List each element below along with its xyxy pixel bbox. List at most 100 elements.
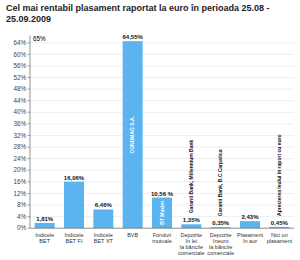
category-label: Depoziteîn leila băncilecomerciale	[178, 232, 205, 257]
tick-mark	[28, 54, 31, 55]
category-line: Indicele	[35, 232, 54, 238]
sublabel: Garanti Bank, B.C.Carpatica	[217, 149, 223, 216]
category-line: Depozite	[210, 232, 232, 238]
value-label: 1,81%	[36, 216, 54, 222]
grid-line	[30, 228, 294, 229]
value-label: 1,35%	[183, 217, 201, 223]
category-line: plasament	[267, 238, 293, 244]
tick-mark	[28, 205, 31, 206]
grid-line	[30, 158, 294, 159]
tick-label: 48%	[13, 85, 26, 92]
title-line: Cel mai rentabil plasament raportat la e…	[6, 3, 270, 13]
tick-label: 24%	[13, 155, 26, 162]
data-labels: 1,81% 16,06% 6,46% 64,55% CONDMAG S.A. 10,56 …	[36, 34, 288, 226]
category-label: Fondurimutuale	[152, 232, 172, 244]
bar	[152, 198, 172, 229]
category-line: BET	[39, 238, 50, 244]
category-line: BET XT	[94, 238, 114, 244]
value-label: 16,06%	[64, 175, 85, 181]
grid	[30, 43, 294, 228]
tick-label: 0%	[17, 224, 27, 231]
category-label: Plasamentîn aur	[237, 232, 263, 244]
value-label: 64,55%	[122, 34, 143, 40]
tick-mark	[28, 181, 31, 182]
category-line: Indicele	[94, 232, 113, 238]
category-label: IndiceleBET FI	[65, 232, 84, 244]
grid-line	[30, 42, 294, 43]
tick-mark	[28, 77, 31, 78]
tick-label: 8%	[17, 201, 27, 208]
grid-line	[30, 135, 294, 136]
bar	[240, 221, 260, 228]
tick-label: 40%	[13, 108, 26, 115]
category-line: BVB	[127, 232, 138, 238]
grid-line	[30, 100, 294, 101]
bar	[35, 223, 55, 228]
tick-label: 64%	[13, 39, 26, 46]
tick-label: 4%	[17, 213, 27, 220]
category-label: Depoziteîneurola băncilecomerciale	[207, 232, 234, 257]
category-line: Indicele	[65, 232, 84, 238]
category-line: în lei	[185, 238, 198, 244]
tick-mark	[28, 216, 31, 217]
category-line: Fonduri	[153, 232, 172, 238]
tick-mark	[28, 170, 31, 171]
category-label: BVB	[127, 232, 138, 238]
bars	[35, 41, 290, 228]
x-axis	[30, 228, 294, 229]
bar	[93, 209, 113, 228]
value-label: 0,35%	[212, 220, 230, 226]
tick-label: 52%	[13, 74, 26, 81]
grid-line	[30, 147, 294, 148]
category-line: la băncile	[209, 244, 232, 250]
tick-label: 32%	[13, 132, 26, 139]
grid-line	[30, 170, 294, 171]
tick-mark	[28, 100, 31, 101]
category-line: mutuale	[152, 238, 172, 244]
tick-mark	[28, 158, 31, 159]
sublabel: Aprecierea leului în raport cu euro	[276, 134, 282, 215]
sublabel: CONDMAG S.A.	[129, 115, 135, 153]
value-label: 6,46%	[95, 202, 113, 208]
value-label: 10,56 %	[151, 191, 174, 197]
tick-mark	[28, 228, 31, 229]
grid-line	[30, 54, 294, 55]
chart: Cel mai rentabil plasament raportat la e…	[0, 0, 300, 260]
tick-label: 28%	[13, 143, 26, 150]
category-label: IndiceleBET	[35, 232, 54, 244]
tick-label: 12%	[13, 190, 26, 197]
tick-label: 20%	[13, 166, 26, 173]
tick-label: 60%	[13, 51, 26, 58]
value-label: 2,43%	[241, 214, 259, 220]
tick-mark	[28, 65, 31, 66]
value-label: 0,45%	[271, 220, 289, 226]
bar	[123, 41, 143, 228]
grid-line	[30, 65, 294, 66]
category-line: comerciale	[178, 250, 205, 256]
category-line: îneuro	[212, 238, 229, 244]
category-line: la băncile	[180, 244, 203, 250]
bar	[64, 182, 84, 229]
y-ticks: 0%4%8%12%16%20%24%28%32%36%40%44%48%52%5…	[13, 39, 30, 231]
category-line: Nici un	[271, 232, 288, 238]
tick-mark	[28, 147, 31, 148]
category-label: IndiceleBET XT	[94, 232, 114, 244]
category-line: comerciale	[207, 250, 234, 256]
tick-label: 56%	[13, 62, 26, 69]
title: Cel mai rentabil plasament raportat la e…	[6, 3, 270, 24]
annotation: 65%	[33, 35, 46, 42]
tick-label: 16%	[13, 178, 26, 185]
tick-mark	[28, 123, 31, 124]
category-line: în aur	[242, 238, 257, 244]
grid-line	[30, 112, 294, 113]
grid-line	[30, 123, 294, 124]
tick-label: 44%	[13, 97, 26, 104]
category-label: Nici unplasament	[267, 232, 293, 244]
x-labels: IndiceleBETIndiceleBET FIIndiceleBET XTB…	[35, 232, 292, 257]
y-axis	[30, 36, 31, 229]
category-line: Depozite	[180, 232, 202, 238]
title-line: 25.09.2009	[6, 14, 51, 24]
grid-line	[30, 89, 294, 90]
tick-mark	[28, 89, 31, 90]
tick-mark	[28, 42, 31, 43]
